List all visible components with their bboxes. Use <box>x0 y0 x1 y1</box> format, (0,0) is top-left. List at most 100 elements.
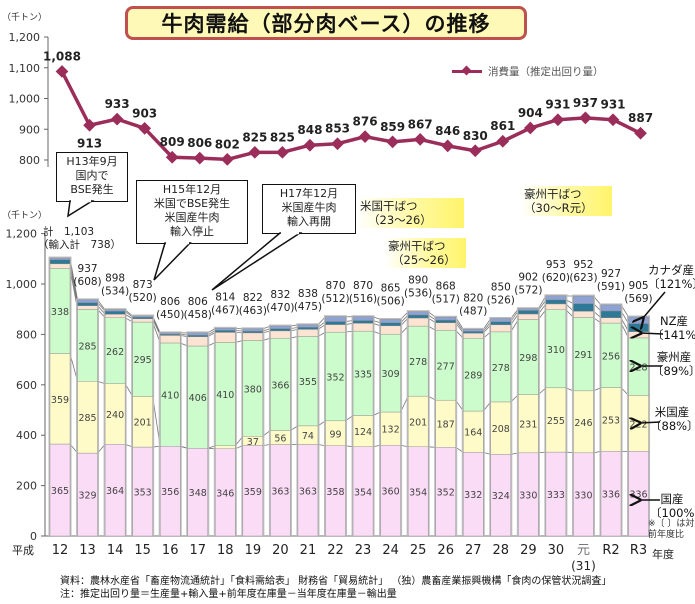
drought-us: 米国干ばつ （23〜26） <box>356 198 464 228</box>
callout-line: H17年12月 <box>279 187 339 200</box>
bar-import-label: (623) <box>569 272 597 284</box>
chart-title: 牛肉需給（部分肉ベース）の推移 <box>125 6 527 40</box>
bar-x-tick-label: 30 <box>548 543 565 558</box>
bar-segment <box>77 299 98 303</box>
consumption-point <box>138 121 152 135</box>
consumption-point <box>331 137 344 151</box>
bar-segment <box>104 314 126 318</box>
bar-segment <box>518 313 539 320</box>
bar-segment <box>628 331 649 339</box>
bar-total-label: 937 <box>78 263 98 275</box>
bar-x-suffix-label: 年度 <box>652 547 674 561</box>
bar-segment <box>297 327 319 330</box>
bar-segment <box>104 311 126 315</box>
bar-x-tick-sublabel: (31) <box>571 559 596 573</box>
consumption-value-label: 825 <box>270 130 295 144</box>
origin-label-canada: カナダ産 〔121%〕 <box>648 263 695 291</box>
bar-segment-label: 37 <box>247 437 259 448</box>
origin-ratio: 〔121%〕 <box>648 277 695 291</box>
bar-segment-label: 352 <box>326 372 344 383</box>
bar-import-label: (487) <box>459 305 487 317</box>
bar-x-tick-label: 23 <box>355 543 372 558</box>
bar-segment-label: 410 <box>161 391 179 402</box>
bar-segment-label: 74 <box>302 431 314 442</box>
bar-segment <box>215 332 236 343</box>
bar-x-tick-label: 19 <box>245 543 262 558</box>
consumption-point <box>303 138 317 152</box>
bar-segment <box>545 303 567 310</box>
bar-x-tick-label: 16 <box>162 543 179 558</box>
bar-segment <box>132 318 153 323</box>
bar-segment <box>325 316 346 322</box>
bar-x-tick-label: 27 <box>465 543 482 558</box>
bar-segment-label: 406 <box>189 393 207 404</box>
bar-y-tick-label: 0 <box>30 530 37 543</box>
bar-segment-label: 201 <box>409 417 427 428</box>
bar-segment-label: 363 <box>299 486 317 497</box>
bar-total-label: 850 <box>491 282 511 294</box>
line-y-tick-label: 1,100 <box>9 62 41 75</box>
bar-segment-label: 291 <box>574 350 592 361</box>
bar-segment <box>518 308 539 311</box>
consumption-point <box>441 139 455 153</box>
bar-total-label: 806 <box>160 296 180 308</box>
legend-label: 消費量（推定出回り量） <box>488 66 604 78</box>
bar-import-label: (534) <box>101 286 129 298</box>
bar-x-tick-label: 29 <box>520 543 537 558</box>
footer-note: 注：推定出回り量＝生産量+輸入量+前年度在庫量－当年度在庫量－輸出量 <box>60 589 397 600</box>
callout-line: 輸入再開 <box>287 215 331 228</box>
bar-total-label: 905 <box>629 280 649 292</box>
callout-domestic-bse: H13年9月 国内で BSE発生 <box>56 152 128 202</box>
bar-segment <box>215 328 236 331</box>
bar-segment <box>600 317 622 324</box>
bar-y-tick-label: 400 <box>16 429 37 442</box>
bar-segment <box>463 332 484 339</box>
bar-x-tick-label: 24 <box>382 543 399 558</box>
bar-segment-label: 277 <box>437 361 455 372</box>
bar-segment-label: 366 <box>271 380 289 391</box>
consumption-value-label: 809 <box>160 135 185 149</box>
bar-segment-label: 360 <box>382 487 400 498</box>
bar-segment <box>407 317 429 327</box>
bar-segment <box>77 305 98 310</box>
bar-segment <box>49 257 71 261</box>
consumption-point <box>276 145 289 159</box>
bar-segment-label: 222 <box>629 419 647 430</box>
bar-segment-label: 356 <box>161 487 179 498</box>
bar-segment-label: 335 <box>354 369 372 380</box>
drought-line: 豪州干ばつ <box>524 187 582 201</box>
bar-y-tick-label: 800 <box>16 328 37 341</box>
callout-line: H13年9月 <box>66 155 118 168</box>
bar-segment <box>380 319 401 324</box>
line-y-tick-label: 1,200 <box>9 31 41 44</box>
bar-segment-label: 330 <box>519 490 537 501</box>
consumption-value-label: 853 <box>325 122 350 136</box>
bar-segment <box>352 320 374 324</box>
bar-import-label: (450) <box>156 309 184 321</box>
consumption-value-label: 1,088 <box>43 49 81 63</box>
consumption-value-label: 887 <box>628 111 653 125</box>
consumption-value-label: 876 <box>353 115 378 129</box>
bar-total-label: 952 <box>573 259 593 271</box>
drought-line: 豪州干ばつ <box>388 239 446 253</box>
bar-segment-label: 262 <box>106 347 124 358</box>
bar-segment <box>463 329 484 332</box>
bar-segment-label: 329 <box>78 491 96 502</box>
bar-total-label: 865 <box>381 283 401 295</box>
origin-ratio: 〔141%〕 <box>652 328 695 342</box>
bar-segment <box>270 330 291 339</box>
bar-segment-label: 253 <box>602 415 620 426</box>
bar-segment-label: 336 <box>602 490 620 501</box>
bar-import-label: (458) <box>184 309 212 321</box>
callout-line: H15年12月 <box>162 183 222 196</box>
bar-x-tick-label: 18 <box>217 543 234 558</box>
bar-segment <box>242 330 264 334</box>
bar-segment <box>545 299 567 305</box>
bar-segment <box>435 319 456 324</box>
bar-segment <box>132 315 153 318</box>
bar-segment <box>187 336 208 347</box>
bar-segment <box>545 295 567 301</box>
bar-segment <box>352 316 374 321</box>
bar-segment <box>490 321 511 326</box>
bar-total-label: 890 <box>408 275 428 287</box>
